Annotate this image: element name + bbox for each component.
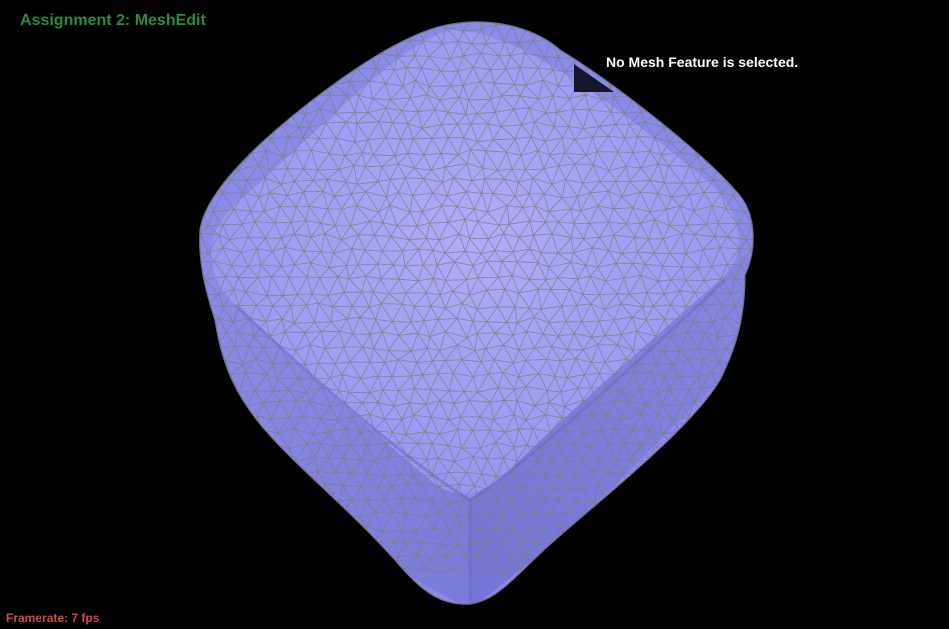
framerate-readout: Framerate: 7 fps <box>6 611 100 625</box>
mesh-crease <box>233 278 727 600</box>
selection-status: No Mesh Feature is selected. <box>606 54 799 70</box>
app-title: Assignment 2: MeshEdit <box>20 12 206 29</box>
mesh-body <box>199 21 754 605</box>
info-panel-notch <box>574 64 614 92</box>
